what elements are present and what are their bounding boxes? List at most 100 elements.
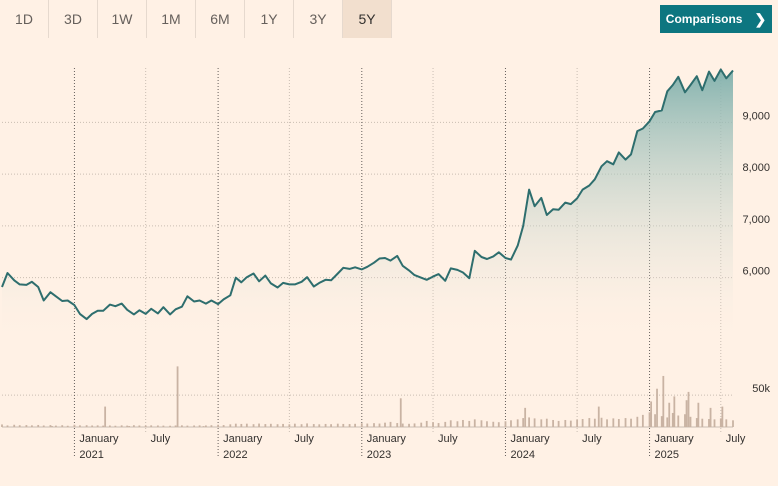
volume-bar	[656, 388, 658, 427]
x-tick-label: January	[223, 433, 263, 445]
x-tick-label: January	[79, 433, 119, 445]
volume-bar	[378, 423, 381, 427]
volume-bar	[360, 423, 363, 427]
volume-bar	[318, 424, 321, 427]
volume-bar	[564, 419, 567, 427]
volume-bar	[348, 424, 351, 427]
volume-bar	[300, 424, 303, 427]
tab-3d[interactable]: 3D	[49, 0, 98, 38]
volume-bar	[721, 406, 724, 427]
volume-bar	[557, 420, 560, 427]
y-tick-label: 8,000	[742, 162, 770, 174]
volume-bar	[687, 391, 690, 427]
volume-bar	[282, 423, 284, 427]
volume-bar	[198, 425, 201, 427]
volume-bar	[713, 419, 716, 427]
volume-bar	[685, 400, 688, 427]
volume-bar	[66, 425, 69, 427]
x-tick-label: July	[151, 433, 171, 445]
volume-bar	[510, 420, 512, 427]
volume-bar	[288, 424, 291, 427]
volume-bar	[229, 424, 232, 427]
volume-bar	[666, 417, 669, 427]
volume-bar	[31, 425, 33, 427]
volume-bar	[276, 424, 279, 427]
y-tick-label: 6,000	[742, 266, 770, 278]
volume-bar	[545, 418, 548, 427]
volume-bar	[162, 425, 165, 427]
volume-bar	[671, 412, 674, 427]
volume-bar	[49, 425, 52, 427]
volume-bar	[180, 425, 183, 427]
tab-5y[interactable]: 5Y	[343, 0, 392, 38]
x-year-label: 2022	[223, 449, 247, 461]
volume-bar	[144, 425, 147, 427]
tab-1m[interactable]: 1M	[147, 0, 196, 38]
x-year-label: 2021	[79, 449, 103, 461]
volume-bar	[473, 419, 476, 427]
tab-3y[interactable]: 3Y	[294, 0, 343, 38]
x-year-label: 2024	[510, 449, 534, 461]
volume-bar	[37, 424, 40, 427]
volume-bar	[193, 425, 195, 427]
volume-bar	[480, 420, 483, 427]
volume-bar	[630, 418, 632, 427]
volume-bar	[425, 420, 428, 427]
volume-bar	[293, 423, 296, 427]
volume-bar	[486, 421, 488, 427]
volume-bar	[156, 425, 159, 427]
volume-bar	[91, 425, 94, 427]
tab-6m[interactable]: 6M	[196, 0, 245, 38]
volume-bar	[399, 398, 402, 427]
x-tick-label: January	[655, 433, 695, 445]
volume-bar	[492, 421, 495, 427]
volume-bar	[719, 418, 722, 427]
volume-bar	[437, 423, 440, 427]
volume-bar	[108, 425, 111, 427]
x-tick-label: July	[726, 433, 746, 445]
volume-bar	[120, 425, 123, 427]
volume-bar	[102, 425, 105, 427]
volume-bar	[636, 416, 639, 427]
tab-1y[interactable]: 1Y	[245, 0, 294, 38]
volume-bar	[606, 419, 608, 427]
volume-bar	[624, 418, 627, 427]
volume-bar	[697, 402, 700, 427]
volume-bar	[504, 421, 507, 427]
volume-bar	[85, 425, 88, 427]
volume-bar	[497, 422, 500, 427]
x-tick-label: July	[294, 433, 314, 445]
x-tick-label: January	[367, 433, 407, 445]
volume-bar	[449, 420, 452, 427]
volume-bar	[540, 419, 543, 427]
volume-bar	[396, 423, 399, 427]
tab-1w[interactable]: 1W	[98, 0, 147, 38]
comparisons-button[interactable]: Comparisons ❯	[660, 5, 772, 33]
volume-bar	[306, 423, 308, 427]
volume-bar	[104, 406, 107, 427]
volume-bar	[132, 425, 135, 427]
volume-bar	[389, 421, 392, 427]
x-tick-label: July	[582, 433, 602, 445]
volume-bar	[55, 425, 57, 427]
volume-bar	[354, 423, 357, 427]
y-tick-label: 7,000	[742, 214, 770, 226]
volume-bar	[336, 423, 339, 427]
x-tick-label: January	[510, 433, 550, 445]
volume-bar	[73, 424, 76, 427]
volume-bar	[217, 424, 220, 427]
x-year-label: 2025	[655, 449, 679, 461]
volume-bar	[456, 421, 459, 427]
price-line	[1, 68, 734, 321]
range-tabs: 1D 3D 1W 1M 6M 1Y 3Y 5Y	[0, 0, 392, 38]
x-tick-label: July	[438, 433, 458, 445]
volume-bar	[25, 425, 28, 427]
volume-bar	[413, 423, 416, 427]
volume-bar	[725, 419, 728, 427]
volume-bar	[373, 423, 375, 427]
volume-bar	[176, 366, 179, 427]
volume-bar	[401, 423, 404, 427]
volume-bar	[6, 425, 9, 427]
tab-1d[interactable]: 1D	[0, 0, 49, 38]
